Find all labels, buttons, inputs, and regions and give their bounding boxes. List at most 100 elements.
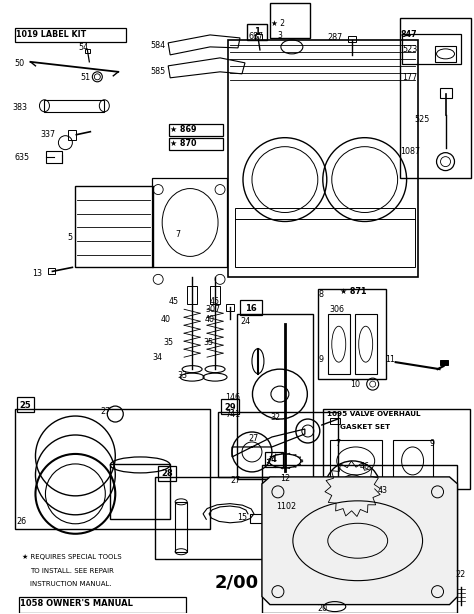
Text: 337: 337 — [40, 130, 55, 139]
Text: INSTRUCTION MANUAL.: INSTRUCTION MANUAL. — [30, 581, 112, 586]
Text: 1019 LABEL KIT: 1019 LABEL KIT — [16, 31, 86, 39]
Bar — [262, 465, 457, 613]
Text: 687: 687 — [249, 33, 264, 41]
Text: 27: 27 — [230, 476, 240, 486]
Text: 43: 43 — [378, 486, 388, 495]
Text: 1: 1 — [254, 28, 260, 36]
Text: 1087: 1087 — [401, 147, 421, 156]
Bar — [75, 185, 153, 267]
Bar — [68, 130, 76, 139]
Text: 5: 5 — [67, 233, 73, 242]
Text: 2/00: 2/00 — [215, 573, 259, 592]
Text: 525: 525 — [415, 115, 430, 124]
Text: 383: 383 — [12, 103, 27, 112]
Text: ★ REQUIRES SPECIAL TOOLS: ★ REQUIRES SPECIAL TOOLS — [22, 554, 122, 560]
Bar — [158, 466, 176, 481]
Bar — [15, 409, 210, 529]
Text: 523: 523 — [402, 45, 418, 55]
Text: 24: 24 — [240, 317, 250, 326]
Bar — [175, 502, 187, 552]
Text: ★ 870: ★ 870 — [170, 139, 197, 148]
Bar — [265, 452, 283, 467]
Text: 4: 4 — [271, 456, 277, 464]
Text: 46: 46 — [360, 462, 370, 472]
Bar — [235, 208, 415, 267]
Text: 32: 32 — [270, 413, 280, 422]
Bar — [323, 409, 471, 489]
Text: 22: 22 — [456, 570, 466, 579]
Text: 35: 35 — [163, 338, 173, 347]
Text: 9: 9 — [319, 355, 324, 363]
Text: 1058 OWNER'S MANUAL: 1058 OWNER'S MANUAL — [19, 599, 132, 608]
Text: 27: 27 — [248, 435, 258, 443]
Bar — [439, 360, 447, 365]
Bar — [400, 18, 472, 177]
Text: 50: 50 — [15, 60, 25, 68]
Text: GASKET SET: GASKET SET — [340, 424, 390, 430]
Text: 306: 306 — [330, 305, 345, 314]
Bar — [237, 314, 313, 479]
Text: 45: 45 — [168, 297, 178, 306]
Bar — [255, 34, 262, 40]
Bar — [210, 286, 220, 305]
Text: 9: 9 — [429, 440, 435, 448]
Text: 29: 29 — [224, 403, 236, 411]
Bar — [187, 286, 197, 305]
Text: ★ 2: ★ 2 — [271, 20, 285, 28]
Text: 177: 177 — [402, 73, 418, 82]
Bar — [152, 177, 227, 267]
Bar — [348, 36, 356, 42]
Bar — [169, 138, 223, 150]
Bar — [392, 440, 433, 482]
Bar — [439, 88, 452, 98]
Text: ★ 869: ★ 869 — [170, 125, 197, 134]
Text: 847: 847 — [401, 31, 417, 39]
Text: 45: 45 — [210, 297, 220, 306]
Bar — [330, 418, 340, 424]
Bar — [250, 514, 262, 523]
Text: 34: 34 — [152, 352, 162, 362]
Text: 51: 51 — [81, 73, 91, 82]
Text: 54: 54 — [78, 44, 89, 52]
Bar — [169, 123, 223, 136]
Text: 26: 26 — [17, 517, 27, 526]
Bar — [401, 34, 462, 64]
Text: TO INSTALL. SEE REPAIR: TO INSTALL. SEE REPAIR — [30, 568, 114, 573]
Text: 11: 11 — [385, 355, 395, 363]
Text: 307: 307 — [205, 305, 220, 314]
Bar — [18, 597, 186, 613]
Bar — [218, 412, 338, 477]
Text: ★ 871: ★ 871 — [340, 287, 366, 296]
Bar — [48, 268, 55, 274]
Bar — [270, 3, 310, 38]
Bar — [155, 477, 275, 559]
Text: 1095 VALVE OVERHAUL: 1095 VALVE OVERHAUL — [327, 411, 420, 417]
Bar — [318, 289, 386, 379]
Text: 12: 12 — [280, 475, 290, 483]
Text: 15: 15 — [237, 513, 247, 523]
Text: 635: 635 — [15, 153, 30, 162]
Text: 35: 35 — [203, 338, 213, 347]
Text: 7: 7 — [336, 440, 341, 448]
Bar — [85, 49, 91, 53]
Text: 3: 3 — [278, 31, 283, 41]
Bar — [226, 305, 234, 311]
Bar — [15, 28, 126, 42]
Text: 8: 8 — [319, 290, 324, 299]
Bar — [46, 150, 63, 163]
Bar — [221, 399, 239, 414]
Text: 146: 146 — [225, 392, 240, 402]
Bar — [110, 464, 170, 519]
Text: 20: 20 — [318, 604, 328, 613]
Text: 1102: 1102 — [276, 502, 296, 511]
Text: 28: 28 — [161, 469, 173, 478]
Text: 741: 741 — [225, 410, 240, 419]
Bar — [240, 300, 262, 315]
Bar — [355, 314, 377, 374]
Bar — [330, 440, 382, 482]
Bar — [328, 314, 350, 374]
Bar — [17, 397, 35, 412]
Text: 584: 584 — [150, 41, 165, 50]
Text: 25: 25 — [19, 400, 31, 410]
Text: 7: 7 — [175, 230, 180, 239]
